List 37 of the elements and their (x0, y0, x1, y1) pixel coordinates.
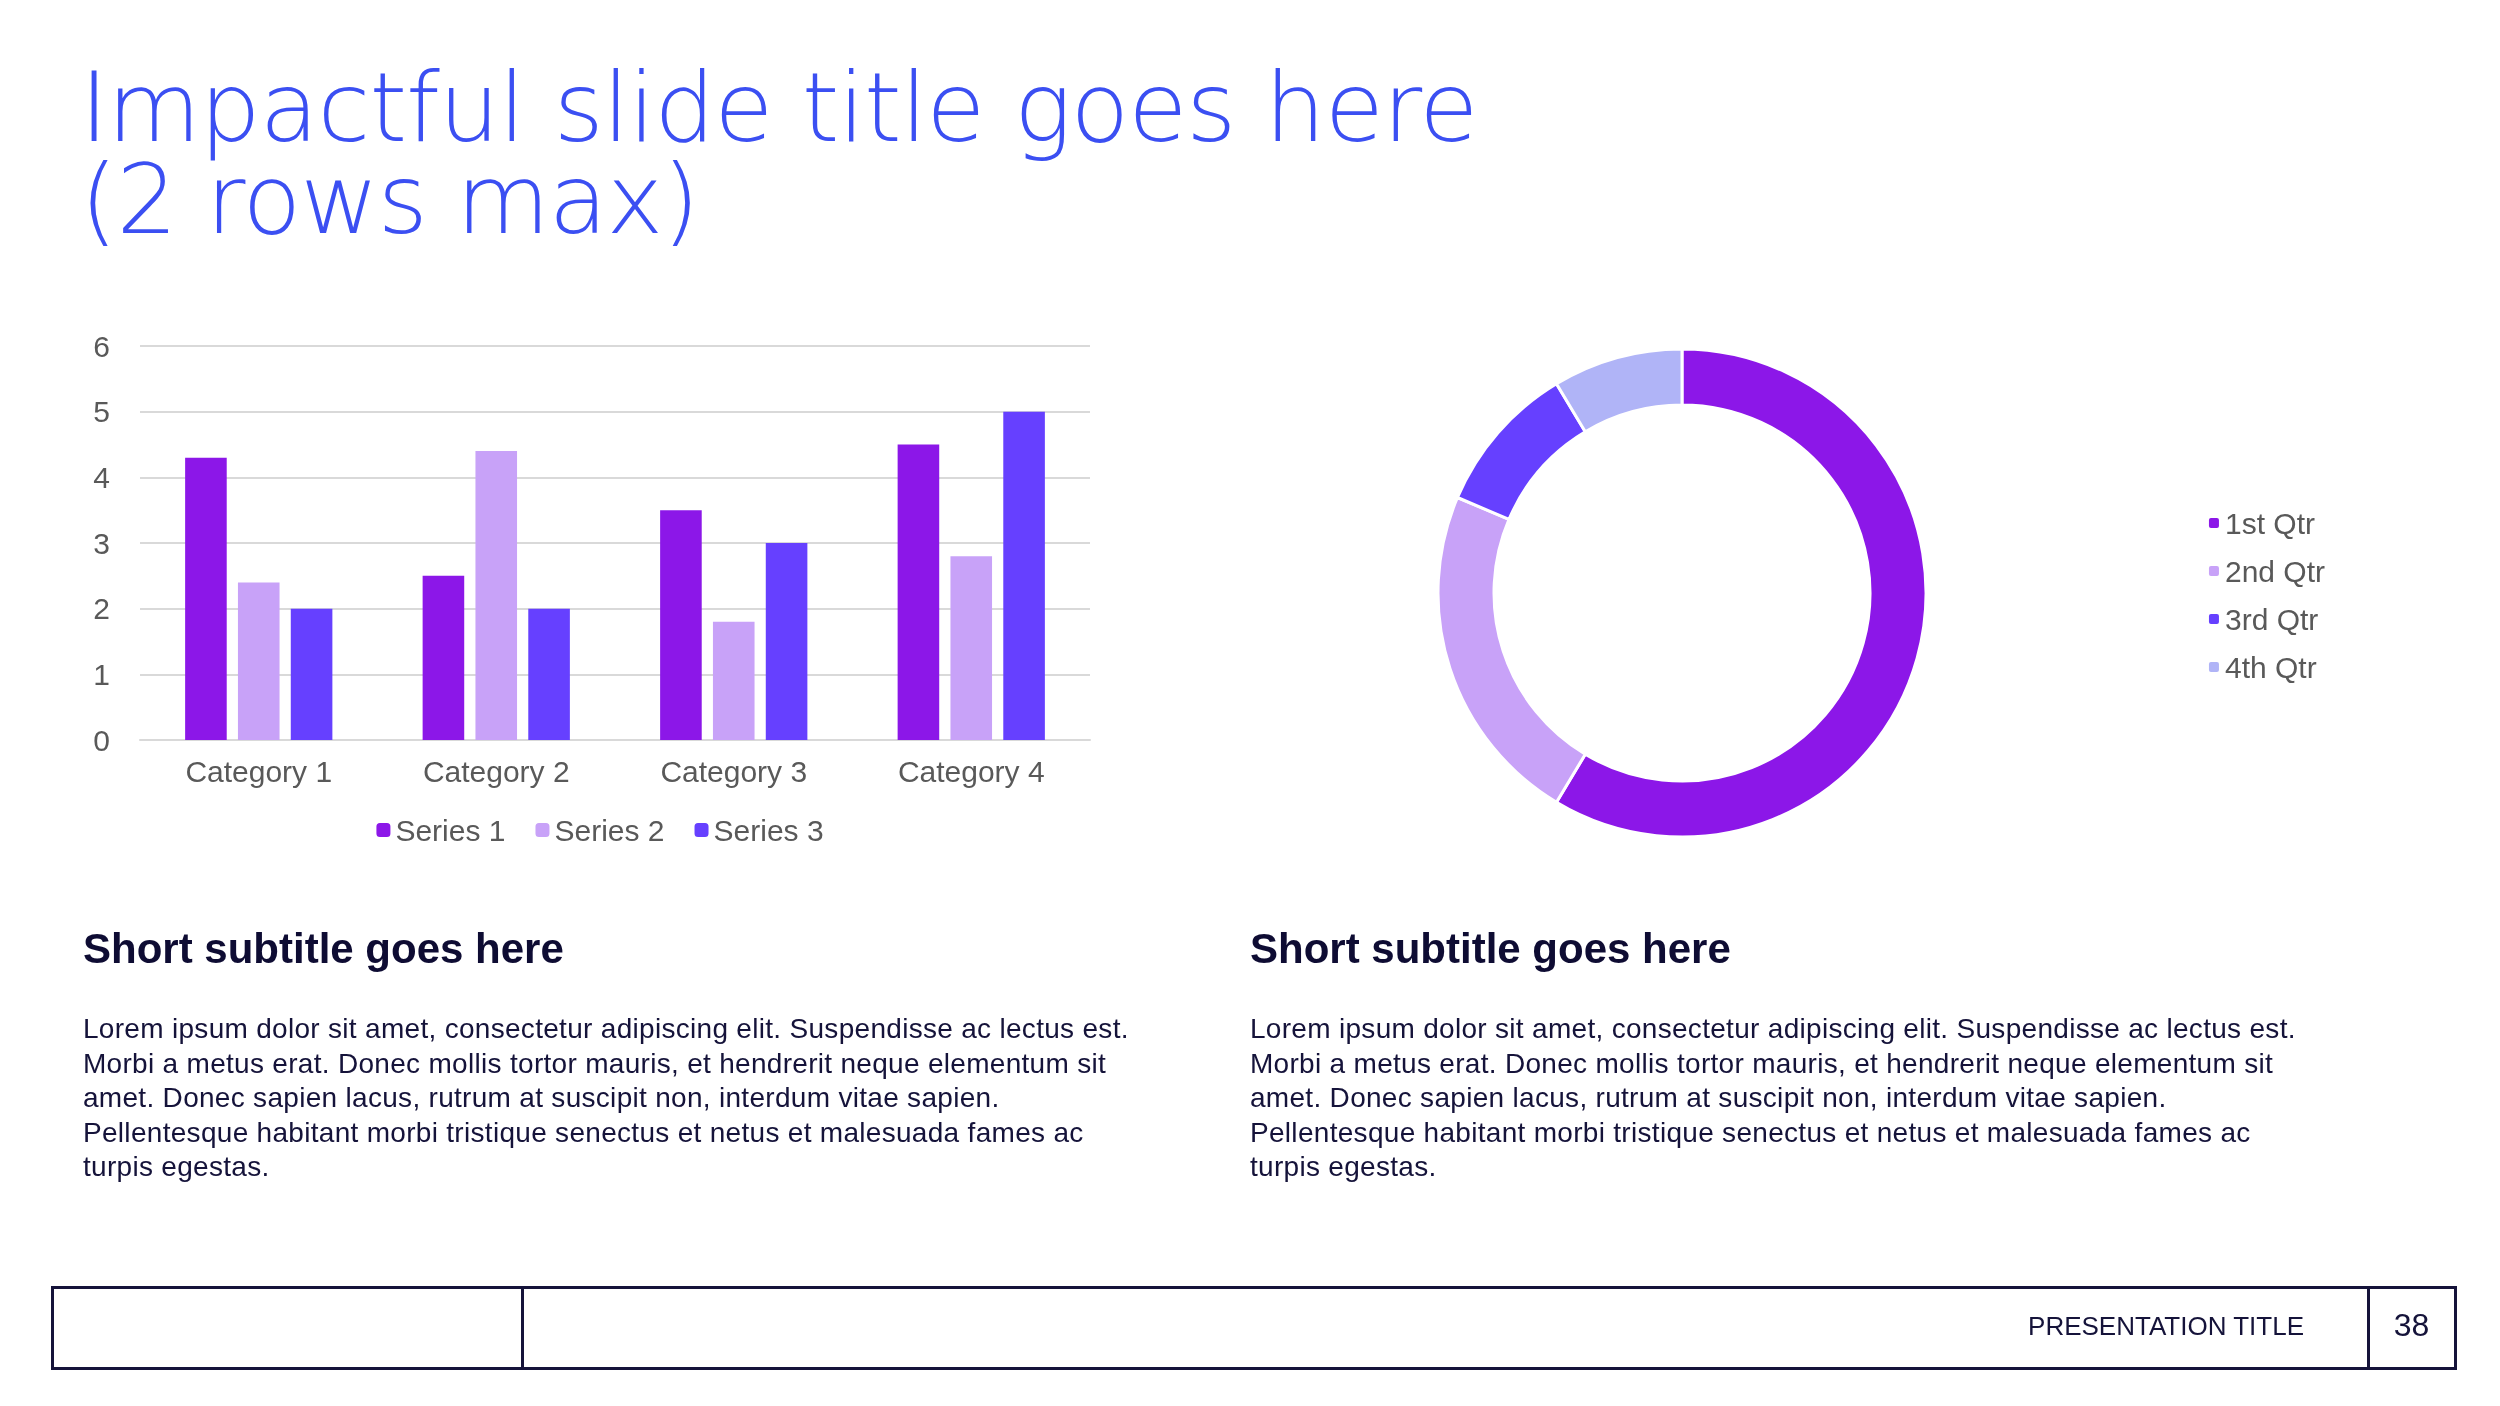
y-tick-label: 4 (93, 460, 110, 494)
x-tick-label: Category 4 (897, 754, 1045, 788)
y-tick-label: 2 (93, 592, 110, 626)
bar (897, 444, 940, 740)
bar (290, 608, 333, 740)
y-tick-label: 1 (93, 657, 110, 691)
text: Lorem ipsum dolor sit amet, consectetur adipiscing elit. Suspendisse ac lectus est. Morbi a metus erat. Donec mollis tortor mauris, et hendrerit neque elementum sit amet. Donec sapien lacus, rutrum at suscipit non, interdum vitae sapien. Pellentesque habitant morbi tristique senectus et netus et malesuada fames ac turpis egestas. (1250, 1012, 2297, 1184)
bar (475, 451, 518, 740)
bar (765, 543, 808, 740)
legend-label: Series 2 (554, 813, 665, 847)
legend-label: 1st Qtr (2224, 506, 2315, 540)
bar (237, 582, 280, 740)
y-tick-label: 6 (93, 329, 110, 363)
bar (528, 608, 570, 740)
bar (712, 621, 755, 740)
y-tick-label: 0 (93, 723, 110, 757)
bar (185, 457, 227, 740)
text: Short subtitle goes here (1250, 925, 1731, 973)
text: 38 (2392, 1307, 2431, 1344)
bar (660, 510, 702, 740)
bar (1003, 411, 1045, 740)
legend-label: Series 1 (395, 813, 506, 847)
text: Short subtitle goes here (83, 925, 564, 973)
y-tick-label: 3 (93, 526, 110, 560)
legend-label: Series 3 (713, 813, 824, 847)
legend-label: 2nd Qtr (2224, 554, 2326, 588)
chart-title: Impactful slide title goes here (2 rows max) (80, 52, 1478, 256)
x-tick-label: Category 3 (660, 754, 808, 788)
bar (422, 575, 465, 740)
legend-label: 4th Qtr (2224, 650, 2317, 684)
x-tick-label: Category 1 (185, 754, 333, 788)
legend-label: 3rd Qtr (2224, 602, 2319, 636)
y-tick-label: 5 (93, 395, 110, 429)
text: PRESENTATION TITLE (2028, 1311, 2304, 1342)
text: Lorem ipsum dolor sit amet, consectetur adipiscing elit. Suspendisse ac lectus est. Morbi a metus erat. Donec mollis tortor mauris, et hendrerit neque elementum sit amet. Donec sapien lacus, rutrum at suscipit non, interdum vitae sapien. Pellentesque habitant morbi tristique senectus et netus et malesuada fames ac turpis egestas. (83, 1012, 1130, 1184)
bar (950, 556, 993, 740)
x-tick-label: Category 2 (422, 754, 570, 788)
